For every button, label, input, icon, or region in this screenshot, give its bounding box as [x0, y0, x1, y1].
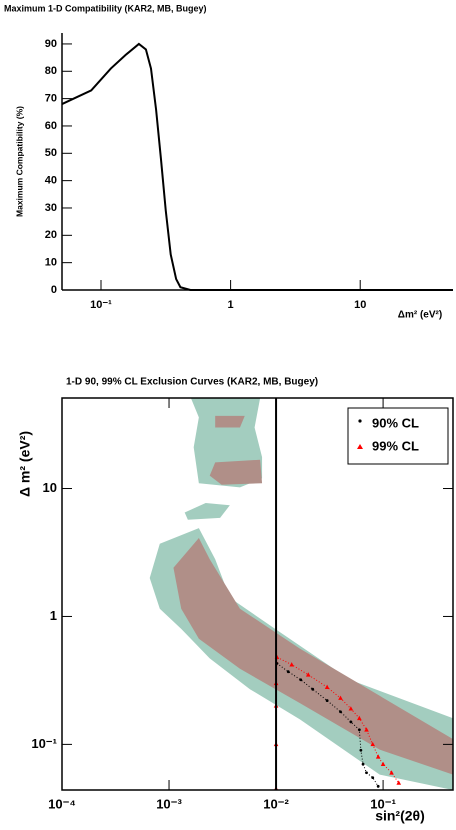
region	[215, 415, 245, 428]
legend-marker	[357, 444, 363, 449]
y-tick-label: 40	[45, 175, 57, 187]
y-tick-label: 10	[45, 257, 57, 269]
y-axis-label: Δ m² (eV²)	[17, 431, 33, 497]
marker	[370, 741, 376, 747]
marker	[389, 770, 394, 775]
legend-label: 99% CL	[372, 438, 419, 453]
legend-marker	[358, 419, 362, 423]
y-tick-label: 70	[45, 93, 57, 105]
y-tick-label: 10	[43, 480, 57, 495]
y-tick-label: 20	[45, 229, 57, 241]
y-tick-label: 80	[45, 65, 57, 77]
x-axis-label: Δm² (eV²)	[398, 310, 442, 321]
data-line	[61, 42, 453, 291]
axes-frame	[61, 397, 454, 791]
chart-title: Maximum 1-D Compatibility (KAR2, MB, Bug…	[4, 3, 207, 13]
y-tick-label: 50	[45, 147, 57, 159]
x-tick-label: 10⁻³	[156, 796, 182, 811]
marker	[365, 771, 368, 775]
y-tick-label: 0	[51, 284, 57, 296]
chart-title: 1-D 90, 99% CL Exclusion Curves (KAR2, M…	[66, 377, 318, 388]
legend-label: 90% CL	[372, 415, 419, 430]
exclusion-curve	[275, 656, 400, 789]
x-tick-label: 10⁻⁴	[48, 796, 76, 811]
y-axis-label: Maximum Compatibility (%)	[14, 106, 24, 217]
x-tick-label: 10⁻¹	[90, 299, 112, 311]
marker	[348, 706, 354, 711]
marker	[364, 727, 369, 732]
x-tick-label: 10	[354, 299, 366, 311]
marker	[396, 780, 402, 785]
marker	[375, 754, 381, 759]
plot-area	[149, 398, 453, 790]
y-tick-label: 10⁻¹	[31, 736, 57, 751]
y-tick-label: 90	[45, 38, 57, 50]
y-tick-label: 1	[50, 608, 57, 623]
marker	[286, 670, 290, 674]
legend-box	[347, 407, 449, 465]
x-tick-label: 10⁻¹	[370, 796, 396, 811]
region	[209, 459, 263, 485]
region	[184, 503, 230, 520]
x-axis-label: sin²(2θ)	[375, 808, 425, 824]
y-tick-label: 60	[45, 120, 57, 132]
region	[173, 538, 453, 775]
y-tick-label: 30	[45, 202, 57, 214]
marker	[357, 728, 361, 732]
x-tick-label: 1	[228, 299, 234, 311]
x-tick-label: 10⁻²	[263, 796, 289, 811]
